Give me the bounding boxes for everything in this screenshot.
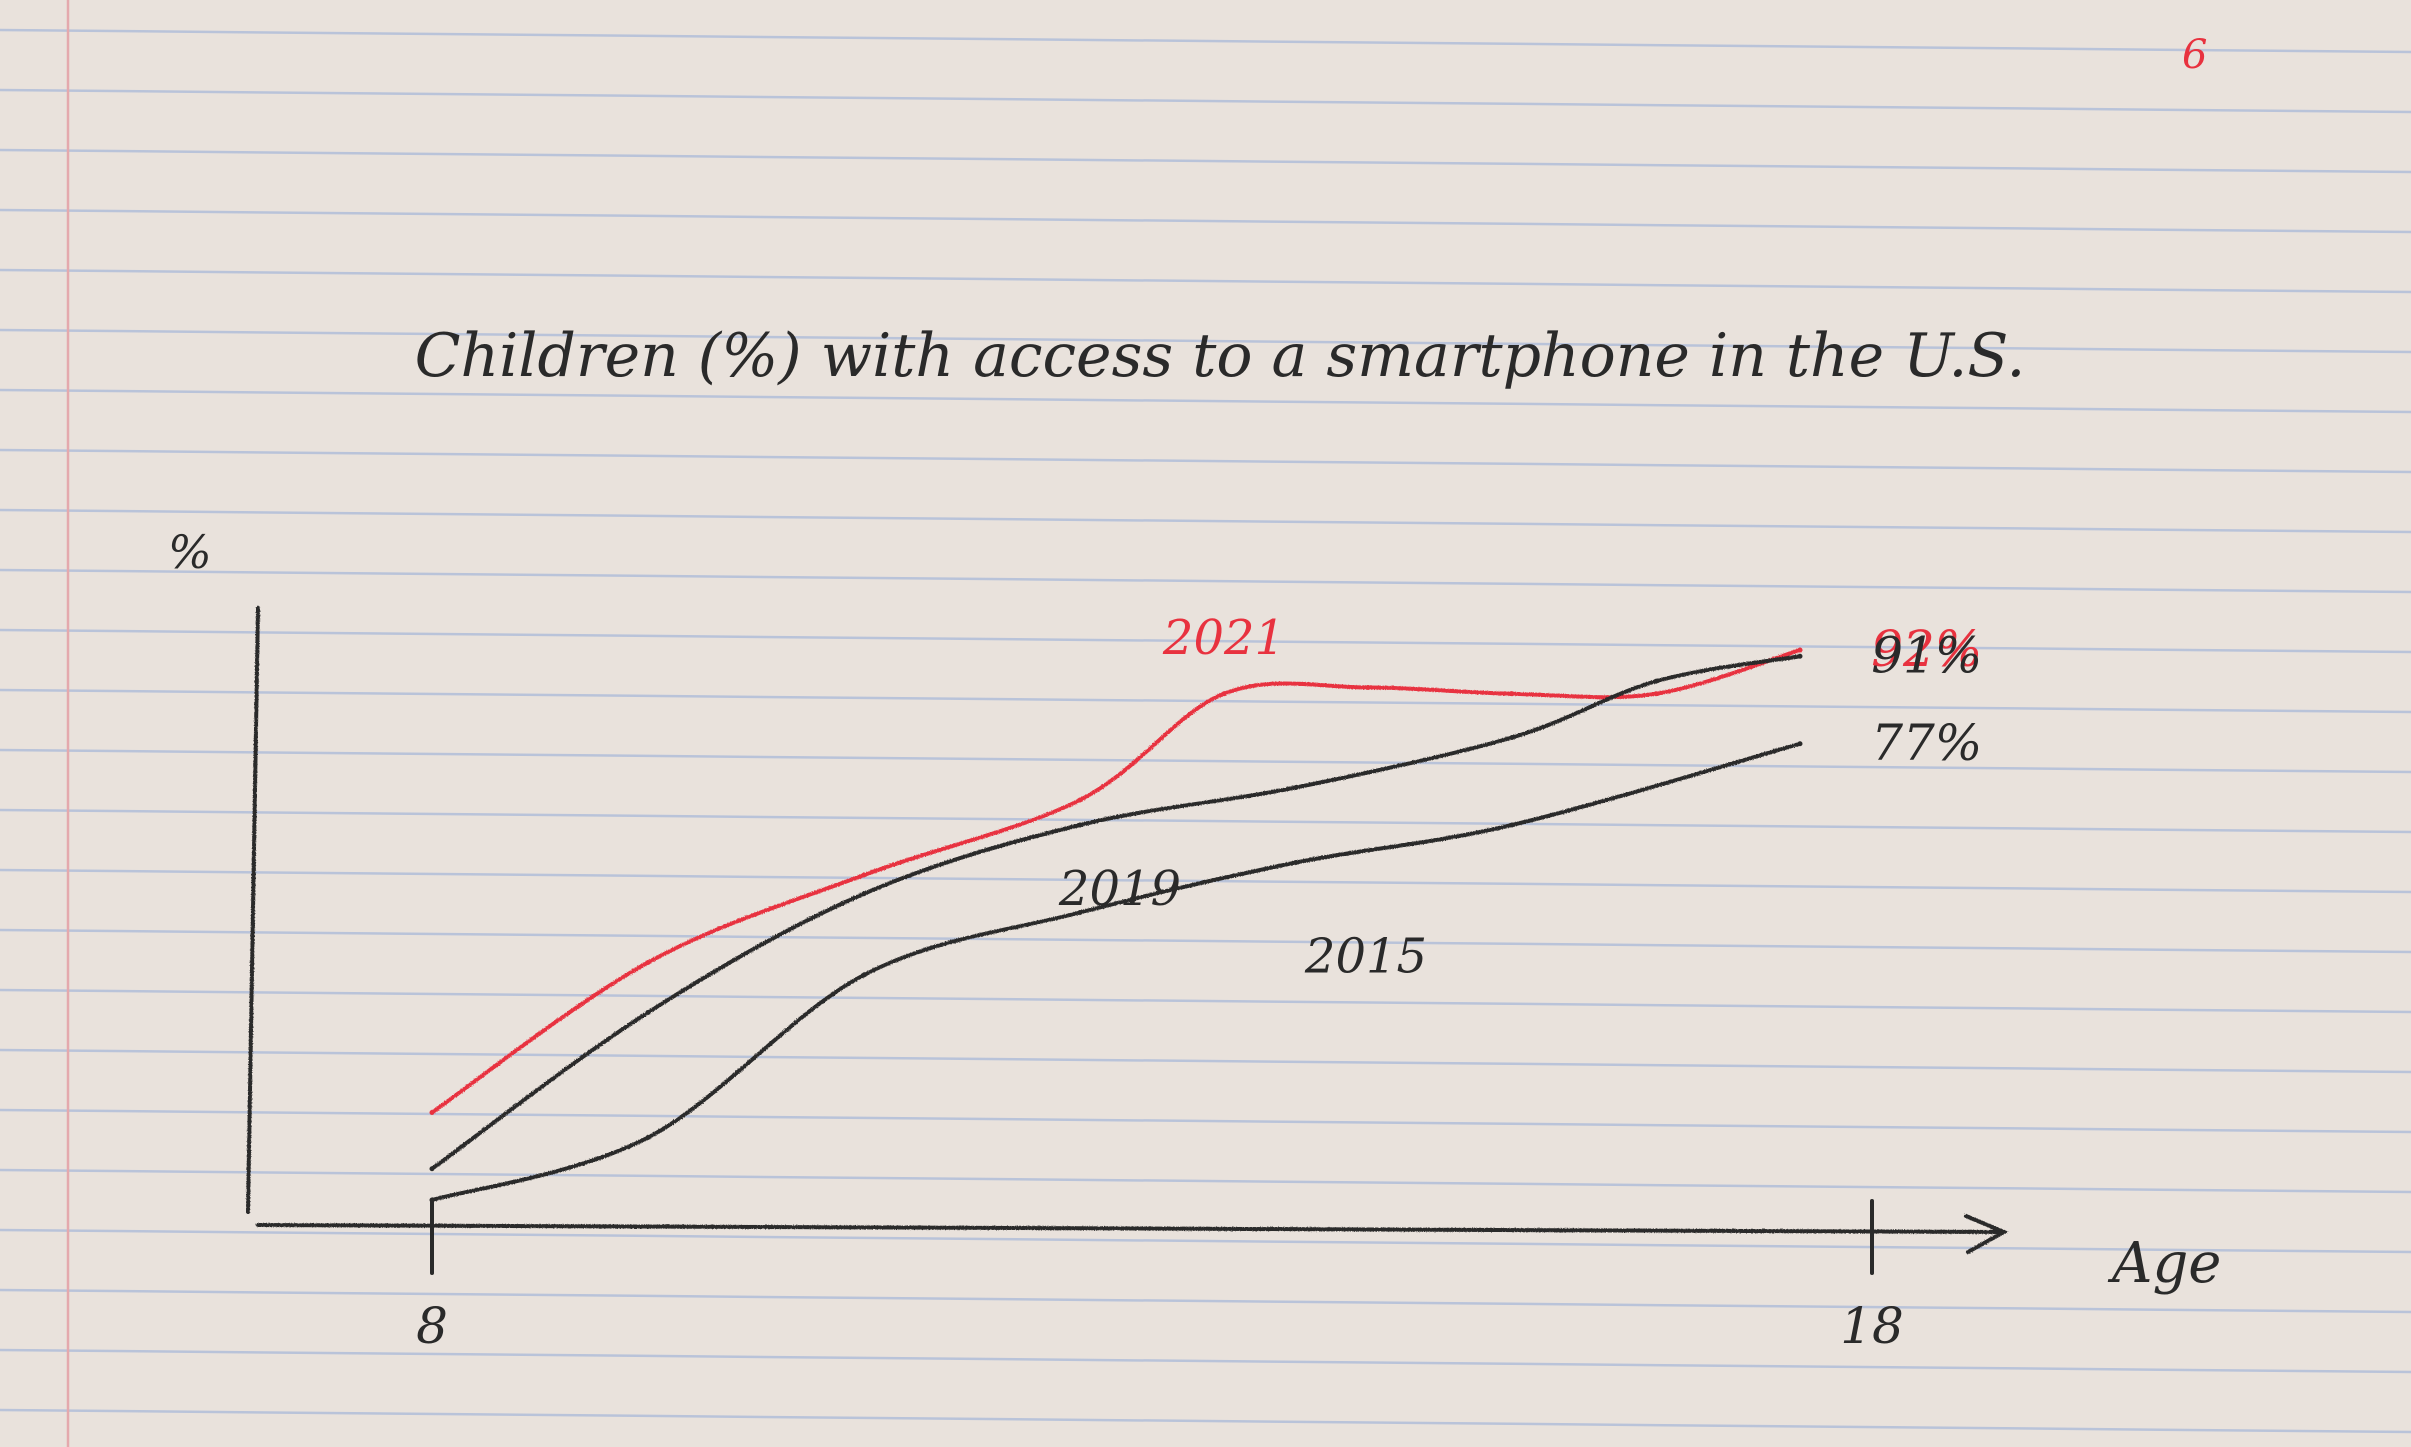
data-point	[1653, 678, 1659, 684]
series-2021: 2021 92%	[429, 610, 1982, 1115]
page-number: 6	[2182, 32, 2207, 78]
data-point	[1365, 685, 1371, 690]
chart-title: Children (%) with access to a smartphone…	[415, 321, 2026, 391]
series-end-label: 91%	[1871, 626, 1982, 684]
rule-line	[0, 388, 2411, 414]
rule-line	[0, 148, 2411, 174]
series-name-label: 2019	[1058, 861, 1181, 917]
data-point	[1653, 691, 1659, 697]
x-ticks: 8 18	[416, 1199, 1904, 1355]
series-end-label: 77%	[1871, 714, 1982, 772]
rule-line	[0, 1168, 2411, 1194]
data-point	[861, 972, 867, 978]
data-point	[645, 1135, 651, 1140]
x-axis-line	[256, 1223, 2004, 1234]
series-name-label: 2015	[1304, 929, 1427, 985]
data-point	[1509, 822, 1515, 828]
y-axis-label: %	[168, 525, 212, 579]
rule-line	[0, 928, 2411, 954]
data-point	[1077, 797, 1083, 803]
data-point	[1293, 785, 1299, 790]
rule-line	[0, 1108, 2411, 1134]
rule-line	[0, 1048, 2411, 1074]
rule-line	[0, 988, 2411, 1014]
chart-series: 2021 92% 2019 91% 2015 77%	[429, 610, 1982, 1203]
rule-line	[0, 1228, 2411, 1254]
rule-line	[0, 628, 2411, 654]
rule-line	[0, 1288, 2411, 1314]
rule-line	[0, 508, 2411, 534]
series-line-2021	[430, 648, 1802, 1115]
rule-line	[0, 1408, 2411, 1434]
data-point	[861, 872, 867, 878]
rule-line	[0, 328, 2411, 354]
data-point	[429, 1197, 435, 1203]
rule-line	[0, 748, 2411, 774]
data-point	[1797, 653, 1803, 659]
series-name-label: 2021	[1162, 610, 1285, 666]
x-axis-label: Age	[2107, 1231, 2221, 1296]
data-point	[1509, 735, 1515, 740]
data-point	[1077, 910, 1083, 915]
data-point	[1293, 860, 1299, 865]
rule-line	[0, 1348, 2411, 1374]
x-axis-arrowhead	[1964, 1214, 2009, 1254]
series-2019: 2019 91%	[429, 626, 1982, 1172]
data-point	[645, 1010, 651, 1015]
rule-line	[0, 448, 2411, 474]
rule-line	[0, 88, 2411, 114]
rule-line	[0, 208, 2411, 234]
data-point	[1797, 647, 1803, 653]
data-point	[429, 1166, 435, 1172]
data-point	[1221, 691, 1227, 697]
data-point	[861, 891, 867, 897]
data-point	[429, 1110, 435, 1115]
x-tick-label: 8	[416, 1297, 448, 1355]
y-axis-line	[246, 606, 260, 1214]
series-2015: 2015 77%	[429, 714, 1982, 1203]
series-end-label: 92%	[1871, 620, 1982, 678]
x-tick-label: 18	[1840, 1297, 1904, 1355]
rule-line	[0, 268, 2411, 294]
rule-line	[0, 568, 2411, 594]
data-point	[645, 960, 651, 965]
rule-line	[0, 28, 2411, 54]
rule-line	[0, 808, 2411, 834]
data-point	[1509, 691, 1515, 697]
data-point	[1797, 741, 1803, 747]
data-point	[1077, 822, 1083, 828]
